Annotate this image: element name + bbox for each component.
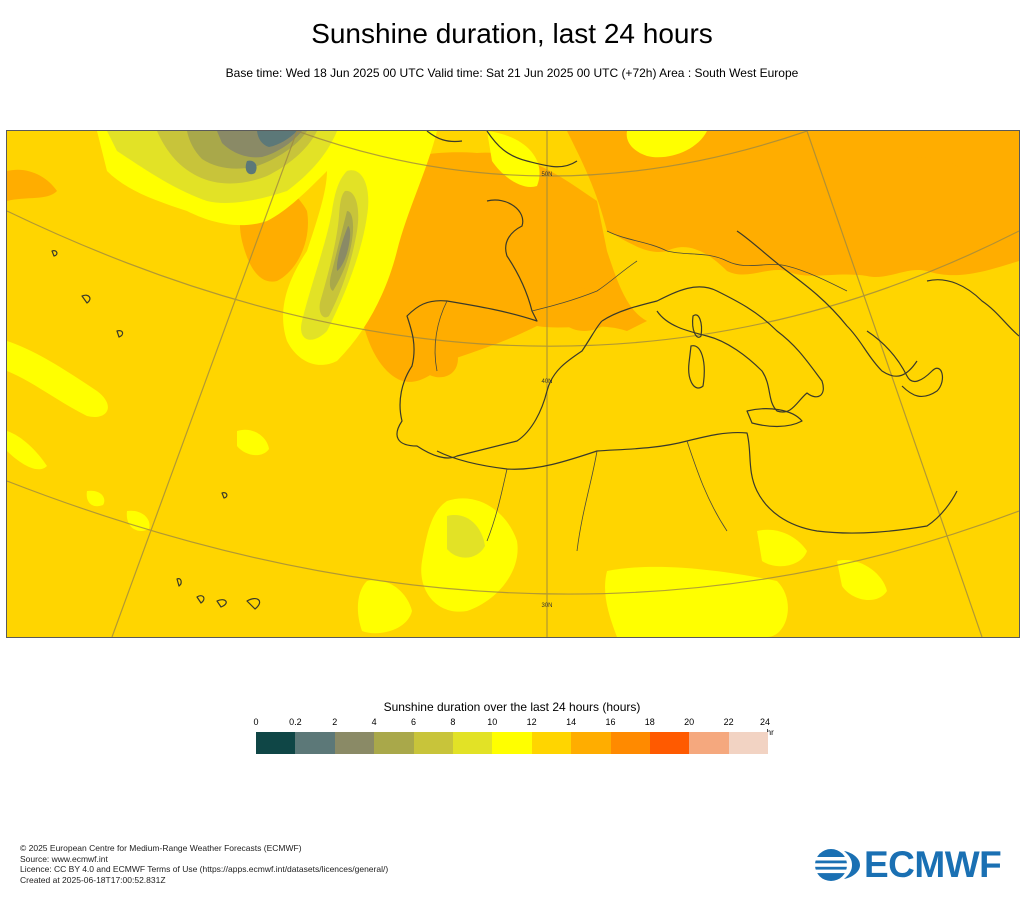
legend-swatch (413, 732, 453, 754)
legend-tick: 2 (332, 717, 338, 727)
source-line[interactable]: Source: www.ecmwf.int (20, 853, 108, 864)
coastlines (51, 131, 1019, 610)
legend-tick: 12 (526, 717, 537, 727)
map-canvas: 50N 40N 30N (7, 131, 1019, 637)
ecmwf-emblem-icon (814, 849, 860, 881)
legend-ticks: 0 0.2 2 4 6 8 10 12 14 16 18 20 22 24 (253, 717, 771, 729)
lat-label-40n: 40N (541, 379, 552, 385)
legend-swatch (531, 732, 572, 754)
legend-tick: 16 (605, 717, 616, 727)
legend-swatch (334, 732, 375, 754)
copyright-line: © 2025 European Centre for Medium-Range … (20, 843, 302, 853)
legend-colorbar (256, 732, 769, 754)
legend-tick: 6 (410, 717, 417, 727)
lat-label-50n: 50N (541, 172, 552, 178)
legend-tick: 4 (371, 717, 377, 727)
footer: © 2025 European Centre for Medium-Range … (20, 843, 388, 885)
legend-swatch (256, 732, 296, 754)
legend-swatch (689, 732, 729, 754)
legend-tick: 14 (566, 717, 577, 727)
ecmwf-logo-text: ECMWF (864, 844, 1002, 885)
field-14-16h (7, 131, 1019, 382)
legend-tick: 24 (759, 717, 771, 727)
legend-swatch (728, 732, 769, 754)
legend-swatch (571, 732, 611, 754)
legend-swatch (610, 732, 650, 754)
created-line: Created at 2025-06-18T17:00:52.831Z (20, 874, 166, 885)
borders (434, 230, 848, 552)
ecmwf-logo[interactable]: ECMWF (814, 845, 1010, 885)
legend-tick: 10 (487, 717, 498, 727)
legend-title: Sunshine duration over the last 24 hours… (383, 700, 641, 714)
field-0-2h (245, 131, 297, 175)
legend-tick: 8 (450, 717, 456, 727)
legend-tick: 18 (644, 717, 655, 727)
lat-label-30n: 30N (541, 603, 552, 609)
legend-unit: -hr (764, 728, 774, 737)
licence-line[interactable]: Licence: CC BY 4.0 and ECMWF Terms of Us… (20, 864, 389, 874)
legend-tick: 20 (684, 717, 695, 727)
legend-swatch (374, 732, 414, 754)
graticule (7, 131, 1019, 637)
legend-swatch (452, 732, 493, 754)
legend-tick: 0 (253, 717, 259, 727)
legend-tick: 22 (723, 717, 734, 727)
page-subtitle: Base time: Wed 18 Jun 2025 00 UTC Valid … (225, 66, 799, 80)
legend-swatch (649, 732, 690, 754)
legend-swatch (295, 732, 335, 754)
legend-swatch (492, 732, 532, 754)
page-title: Sunshine duration, last 24 hours (311, 18, 713, 49)
sunshine-map[interactable]: 50N 40N 30N (6, 130, 1020, 638)
legend-tick: 0.2 (289, 717, 302, 727)
